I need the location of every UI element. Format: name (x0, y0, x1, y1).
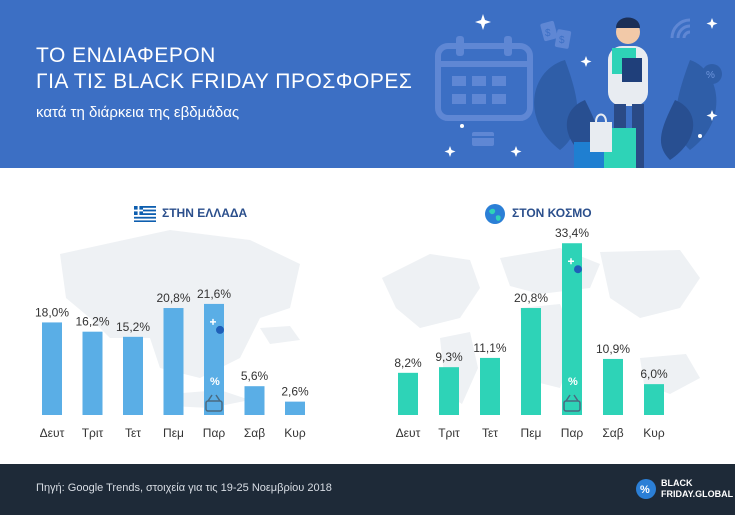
globe-icon (485, 204, 505, 224)
header-illustration: $ $ % (435, 14, 722, 168)
greece-value-label-6: 5,6% (241, 369, 269, 383)
greece-bar-2 (82, 331, 103, 415)
greece-bar-5 (204, 303, 224, 415)
charts-area: 18,0% Δευτ 16,2% Τριτ 15,2% Τετ 20,8% Πεμ 21,6% Π… (35, 226, 668, 440)
svg-text:%: % (640, 484, 650, 496)
world-bar-7 (644, 384, 664, 415)
sparkle-icon (444, 14, 718, 157)
percent-icon: % (702, 64, 722, 84)
world-chart-title: ΣΤΟΝ ΚΟΣΜΟ (512, 206, 592, 220)
greece-category-label-4: Πεμ (163, 426, 184, 440)
world-category-label-6: Σαβ (602, 426, 623, 440)
greece-value-label-3: 15,2% (116, 320, 150, 334)
world-category-label-2: Τριτ (438, 426, 460, 440)
header-banner: ΤΟ ΕΝΔΙΑΦΕΡΟΝ ΓΙΑ ΤΙΣ BLACK FRIDAY ΠΡΟΣΦ… (0, 0, 735, 168)
greece-value-label-4: 20,8% (156, 291, 190, 305)
greece-category-label-6: Σαβ (244, 426, 265, 440)
world-bar-1 (398, 372, 418, 415)
leaves-decoration-icon (534, 60, 717, 160)
svg-text:%: % (210, 376, 220, 388)
greece-category-label-1: Δευτ (40, 426, 65, 440)
page-subtitle: κατά τη διάρκεια της εβδμάδας (36, 104, 240, 121)
greece-flag-icon (134, 206, 156, 222)
page-title-line1: ΤΟ ΕΝΔΙΑΦΕΡΟΝ (36, 44, 216, 67)
greece-bar-6 (244, 386, 265, 415)
svg-text:%: % (706, 70, 715, 81)
world-highlight-basket-icon: % (563, 258, 582, 412)
credit-card-icon (472, 132, 494, 146)
brand-logo: % BLACK FRIDAY.GLOBAL (635, 476, 733, 504)
svg-text:%: % (568, 376, 578, 388)
greece-bar-7 (285, 401, 305, 415)
world-bar-2 (439, 367, 459, 415)
wifi-icon (670, 18, 691, 39)
world-value-label-4: 20,8% (514, 291, 548, 305)
world-value-label-2: 9,3% (435, 350, 463, 364)
greece-value-label-7: 2,6% (281, 385, 309, 399)
world-bar-4 (521, 308, 541, 415)
greece-bar-1 (42, 322, 62, 415)
page-title-line2: ΓΙΑ ΤΙΣ BLACK FRIDAY ΠΡΟΣΦΟΡΕΣ (36, 70, 413, 93)
calendar-icon (435, 36, 533, 121)
greece-category-label-2: Τριτ (82, 426, 104, 440)
world-bar-6 (603, 358, 623, 415)
greece-value-label-1: 18,0% (35, 305, 69, 319)
world-category-label-7: Κυρ (643, 426, 665, 440)
greece-category-label-7: Κυρ (284, 426, 306, 440)
world-category-label-5: Παρ (561, 426, 584, 440)
greece-highlight-basket-icon: % (205, 318, 224, 412)
svg-text:$: $ (545, 28, 551, 39)
world-category-label-1: Δευτ (396, 426, 421, 440)
world-value-label-1: 8,2% (394, 356, 422, 370)
world-value-label-5: 33,4% (555, 226, 589, 240)
world-category-label-3: Τετ (482, 426, 498, 440)
greece-category-label-3: Τετ (125, 426, 141, 440)
world-bar-5 (562, 243, 582, 415)
world-value-label-7: 6,0% (640, 367, 668, 381)
greece-value-label-5: 21,6% (197, 287, 231, 301)
greece-bar-3 (123, 336, 143, 415)
price-tag-icon: $ $ (540, 20, 572, 49)
greece-chart-title: ΣΤΗΝ ΕΛΛΑΔΑ (162, 206, 248, 220)
world-value-label-6: 10,9% (596, 342, 630, 356)
world-value-label-3: 11,1% (473, 341, 506, 355)
greece-bar-4 (163, 308, 184, 415)
shopping-bag-icon (574, 113, 636, 168)
world-bar-3 (480, 357, 500, 415)
source-text: Πηγή: Google Trends, στοιχεία για τις 19… (36, 482, 332, 494)
svg-text:$: $ (559, 35, 565, 46)
footer: Πηγή: Google Trends, στοιχεία για τις 19… (0, 464, 735, 515)
world-category-label-4: Πεμ (521, 426, 542, 440)
percent-badge-icon: % (636, 479, 656, 499)
greece-category-label-5: Παρ (203, 426, 226, 440)
greece-value-label-2: 16,2% (75, 315, 109, 329)
greece-map-icon (60, 230, 300, 408)
logo-text: BLACK FRIDAY.GLOBAL (661, 478, 733, 500)
logo-line2: FRIDAY.GLOBAL (661, 489, 734, 499)
logo-line1: BLACK (661, 478, 693, 488)
